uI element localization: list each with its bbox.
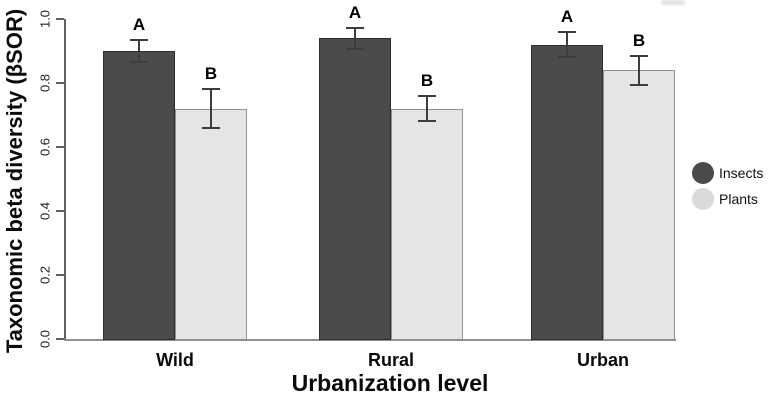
scan-smudge-artifact — [661, 0, 685, 5]
y-tick-mark — [56, 82, 64, 84]
x-category-label: Wild — [156, 350, 194, 370]
error-bar-cap-bottom — [418, 120, 436, 123]
legend-swatch-insects — [692, 162, 714, 184]
x-axis-title: Urbanization level — [291, 370, 489, 396]
error-bar-cap-bottom — [202, 126, 220, 129]
significance-letter: B — [632, 30, 646, 50]
y-tick-mark — [56, 274, 64, 276]
y-tick-mark — [56, 210, 64, 212]
significance-letter: A — [132, 14, 146, 34]
y-tick-mark — [56, 146, 64, 148]
error-bar — [210, 89, 212, 128]
y-tick-label: 0.2 — [37, 265, 53, 285]
y-tick-label: 0.8 — [37, 73, 53, 93]
significance-letter: B — [204, 64, 218, 84]
x-axis-baseline — [64, 339, 676, 341]
error-bar-cap-bottom — [630, 83, 648, 86]
bar-insects-wild — [103, 51, 175, 340]
error-bar-cap-bottom — [130, 61, 148, 64]
x-category-label: Urban — [576, 350, 629, 370]
legend-swatch-plants — [692, 188, 714, 210]
legend-label: Insects — [719, 165, 764, 181]
error-bar — [566, 31, 568, 58]
error-bar — [138, 39, 140, 63]
bar-insects-rural — [319, 38, 391, 340]
bar-plants-urban — [603, 70, 675, 340]
legend: Insects Plants — [692, 162, 763, 210]
x-category-label: Rural — [367, 350, 414, 370]
legend-item-insects: Insects — [692, 162, 763, 184]
error-bar-cap-bottom — [558, 56, 576, 59]
legend-label: Plants — [719, 191, 758, 207]
significance-letter: B — [420, 70, 434, 90]
error-bar-cap-top — [558, 30, 576, 33]
error-bar-cap-top — [202, 88, 220, 91]
y-axis-title: Taxonomic beta diversity (βSOR) — [2, 8, 27, 354]
error-bar — [354, 27, 356, 49]
significance-letter: A — [348, 2, 362, 22]
legend-item-plants: Plants — [692, 188, 763, 210]
y-axis-line — [64, 19, 66, 340]
y-tick-mark — [56, 18, 64, 20]
error-bar-cap-top — [418, 94, 436, 97]
error-bar-cap-top — [346, 26, 364, 29]
error-bar-cap-top — [130, 38, 148, 41]
y-tick-label: 0.6 — [37, 137, 53, 157]
significance-letter: A — [560, 6, 574, 26]
error-bar — [426, 95, 428, 122]
error-bar-cap-bottom — [346, 47, 364, 50]
y-tick-label: 1.0 — [37, 9, 53, 29]
error-bar — [638, 55, 640, 85]
y-tick-label: 0.0 — [37, 329, 53, 349]
bar-insects-urban — [531, 44, 603, 340]
error-bar-cap-top — [630, 54, 648, 57]
bar-plants-rural — [391, 108, 463, 340]
bar-plants-wild — [175, 108, 247, 340]
y-tick-label: 0.4 — [37, 201, 53, 221]
y-tick-mark — [56, 338, 64, 340]
